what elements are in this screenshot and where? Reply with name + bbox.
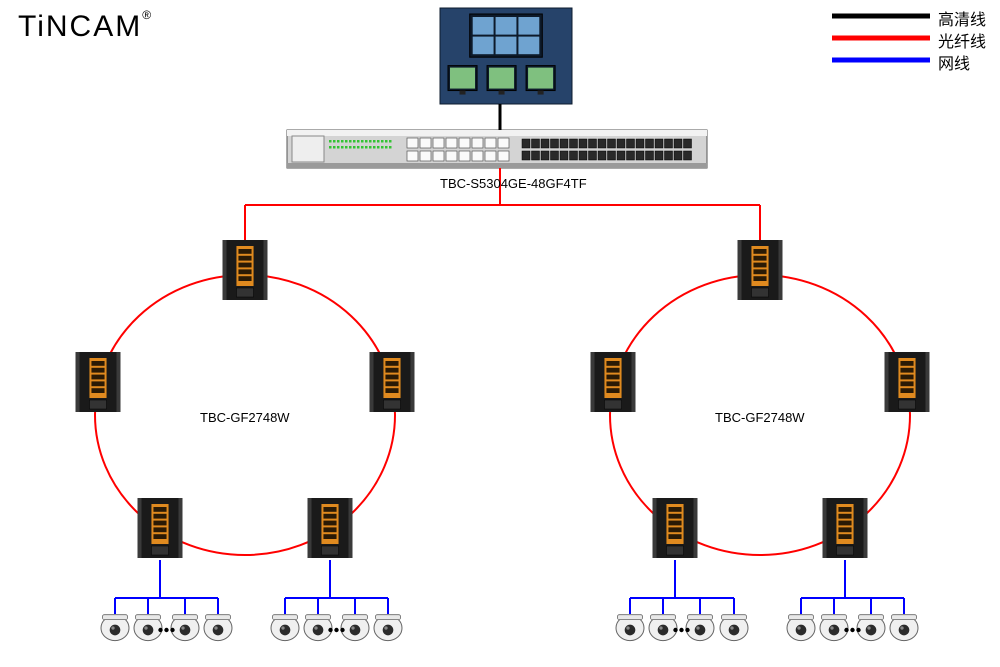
ellipsis-dot (340, 628, 344, 632)
ellipsis-dot (844, 628, 848, 632)
ring-switch-label: TBC-GF2748W (200, 410, 290, 425)
ellipsis-dot (334, 628, 338, 632)
dome-camera (271, 615, 299, 641)
legend-item-label: 高清线 (938, 6, 986, 30)
ellipsis-dot (164, 628, 168, 632)
dome-camera (134, 615, 162, 641)
legend-item-label: 光纤线 (938, 28, 986, 52)
industrial-switch (76, 352, 121, 412)
dome-camera (204, 615, 232, 641)
dome-camera (616, 615, 644, 641)
industrial-switch (885, 352, 930, 412)
ellipsis-dot (856, 628, 860, 632)
industrial-switch (223, 240, 268, 300)
ellipsis-dot (673, 628, 677, 632)
dome-camera (787, 615, 815, 641)
industrial-switch (138, 498, 183, 558)
dome-camera (890, 615, 918, 641)
dome-camera (374, 615, 402, 641)
network-diagram (0, 0, 1000, 667)
industrial-switch (653, 498, 698, 558)
dome-camera (304, 615, 332, 641)
ellipsis-dot (685, 628, 689, 632)
ellipsis-dot (158, 628, 162, 632)
brand-logo-reg: ® (142, 8, 153, 22)
core-switch (287, 130, 707, 168)
dome-camera (820, 615, 848, 641)
legend-item-label: 网线 (938, 50, 970, 74)
dome-camera (101, 615, 129, 641)
brand-logo: TiNCAM® (18, 10, 153, 44)
core-switch-label: TBC-S5304GE-48GF4TF (440, 176, 587, 191)
monitor-wall (440, 8, 572, 104)
ellipsis-dot (850, 628, 854, 632)
dome-camera (857, 615, 885, 641)
industrial-switch (823, 498, 868, 558)
ring-switch-label: TBC-GF2748W (715, 410, 805, 425)
ellipsis-dot (679, 628, 683, 632)
industrial-switch (738, 240, 783, 300)
dome-camera (341, 615, 369, 641)
dome-camera (649, 615, 677, 641)
industrial-switch (591, 352, 636, 412)
industrial-switch (308, 498, 353, 558)
ellipsis-dot (170, 628, 174, 632)
ellipsis-dot (328, 628, 332, 632)
brand-logo-text: TiNCAM (18, 10, 142, 43)
dome-camera (171, 615, 199, 641)
industrial-switch (370, 352, 415, 412)
dome-camera (686, 615, 714, 641)
dome-camera (720, 615, 748, 641)
